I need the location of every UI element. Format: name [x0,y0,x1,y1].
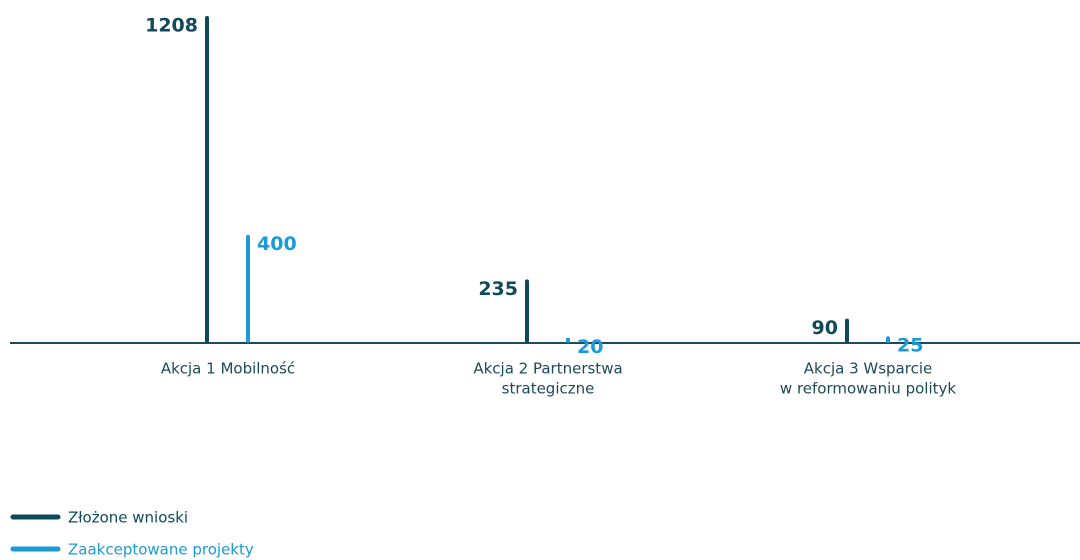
bar [246,234,250,343]
x-tick-label: Akcja 3 Wsparcie [804,360,932,378]
value-label: 400 [257,233,297,255]
bar [845,318,849,343]
bar [205,16,209,343]
value-label: 235 [478,278,518,300]
value-label: 25 [897,335,923,357]
x-tick-label: Akcja 2 Partnerstwa [473,360,622,378]
x-tick-label: strategiczne [502,380,595,398]
bar [886,336,890,343]
bar [525,279,529,343]
x-tick-label: Akcja 1 Mobilność [161,360,295,378]
legend-label: Zaakceptowane projekty [68,541,254,559]
value-label: 90 [812,317,838,339]
x-tick-label: w reformowaniu polityk [780,380,956,398]
legend-label: Złożone wnioski [68,509,188,527]
value-label: 20 [577,336,603,358]
bar [566,337,570,343]
value-label: 1208 [145,15,198,37]
